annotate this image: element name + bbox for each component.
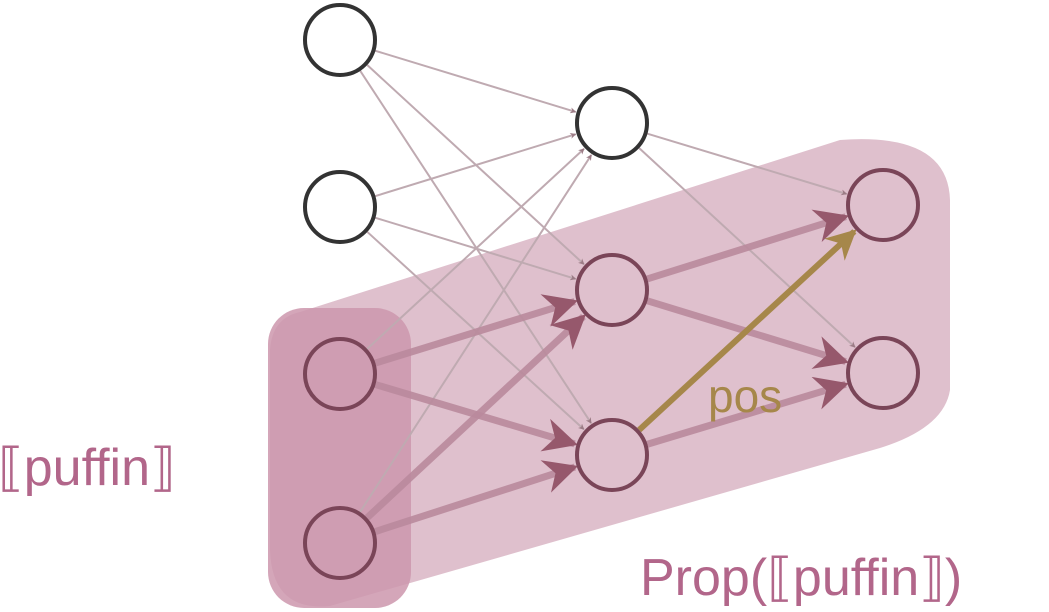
edge-i1-h3	[359, 70, 593, 424]
edge-h2-o1	[646, 209, 850, 283]
node-h2	[575, 253, 649, 327]
node-h1	[575, 86, 649, 160]
edge-h1-o1	[647, 132, 848, 196]
node-i3	[303, 337, 377, 411]
edge-i3-h1	[366, 148, 585, 350]
prop-label: Prop(⟦puffin⟧)	[640, 549, 962, 607]
node-o1	[846, 168, 920, 242]
edge-i1-h1	[375, 49, 577, 114]
edge-i2-h1	[375, 132, 577, 198]
node-i1	[303, 3, 377, 77]
node-o2	[846, 336, 920, 410]
pos-edge-group	[637, 229, 857, 433]
edge-i4-h2	[364, 313, 586, 521]
edge-i4-h3	[374, 460, 579, 535]
puffin-label: ⟦puffin⟧	[0, 439, 176, 497]
pos-label: pos	[708, 370, 782, 422]
edge-h3-o2	[646, 376, 849, 448]
node-i2	[303, 170, 377, 244]
pos-arrow	[637, 229, 857, 433]
nodes	[303, 3, 920, 580]
node-i4	[303, 506, 377, 580]
edge-i3-h2	[374, 294, 578, 367]
node-h3	[575, 418, 649, 492]
input-region	[268, 308, 411, 608]
prop-region	[270, 139, 950, 607]
